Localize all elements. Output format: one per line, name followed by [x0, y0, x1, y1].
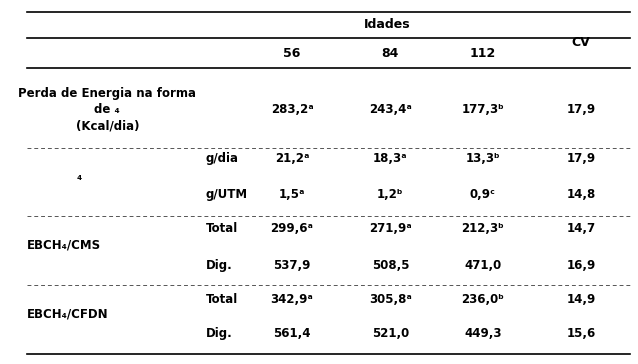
Text: 521,0: 521,0 [372, 327, 409, 340]
Text: 17,9: 17,9 [567, 152, 596, 165]
Text: 471,0: 471,0 [464, 258, 501, 272]
Text: 1,5ᵃ: 1,5ᵃ [279, 188, 305, 201]
Text: g/UTM: g/UTM [206, 188, 248, 201]
Text: 243,4ᵃ: 243,4ᵃ [369, 103, 412, 116]
Text: 18,3ᵃ: 18,3ᵃ [373, 152, 408, 165]
Text: 17,9: 17,9 [567, 103, 596, 116]
Text: Dig.: Dig. [206, 258, 232, 272]
Text: 537,9: 537,9 [273, 258, 311, 272]
Text: EBCH₄/CMS: EBCH₄/CMS [27, 239, 101, 252]
Text: Total: Total [206, 293, 238, 306]
Text: 1,2ᵇ: 1,2ᵇ [377, 188, 404, 201]
Text: 16,9: 16,9 [567, 258, 596, 272]
Text: 177,3ᵇ: 177,3ᵇ [461, 103, 504, 116]
Text: Idades: Idades [364, 18, 411, 31]
Text: 56: 56 [283, 47, 300, 60]
Text: 299,6ᵃ: 299,6ᵃ [271, 222, 313, 236]
Text: 13,3ᵇ: 13,3ᵇ [466, 152, 500, 165]
Text: 14,7: 14,7 [567, 222, 596, 236]
Text: 14,8: 14,8 [567, 188, 596, 201]
Text: de ₄: de ₄ [94, 103, 120, 116]
Text: Perda de Energia na forma: Perda de Energia na forma [19, 87, 197, 100]
Text: 449,3: 449,3 [464, 327, 501, 340]
Text: 236,0ᵇ: 236,0ᵇ [461, 293, 504, 306]
Text: (Kcal/dia): (Kcal/dia) [75, 120, 139, 133]
Text: 14,9: 14,9 [567, 293, 596, 306]
Text: ₄: ₄ [77, 170, 82, 183]
Text: 271,9ᵃ: 271,9ᵃ [369, 222, 412, 236]
Text: 283,2ᵃ: 283,2ᵃ [271, 103, 313, 116]
Text: 0,9ᶜ: 0,9ᶜ [470, 188, 496, 201]
Text: 305,8ᵃ: 305,8ᵃ [369, 293, 412, 306]
Text: 561,4: 561,4 [273, 327, 311, 340]
Text: 21,2ᵃ: 21,2ᵃ [275, 152, 309, 165]
Text: 84: 84 [382, 47, 399, 60]
Text: 342,9ᵃ: 342,9ᵃ [271, 293, 313, 306]
Text: Total: Total [206, 222, 238, 236]
Text: 112: 112 [470, 47, 496, 60]
Text: CV: CV [572, 36, 591, 50]
Text: 508,5: 508,5 [372, 258, 409, 272]
Text: g/dia: g/dia [206, 152, 239, 165]
Text: EBCH₄/CFDN: EBCH₄/CFDN [27, 307, 109, 320]
Text: 15,6: 15,6 [567, 327, 596, 340]
Text: 212,3ᵇ: 212,3ᵇ [461, 222, 504, 236]
Text: Dig.: Dig. [206, 327, 232, 340]
